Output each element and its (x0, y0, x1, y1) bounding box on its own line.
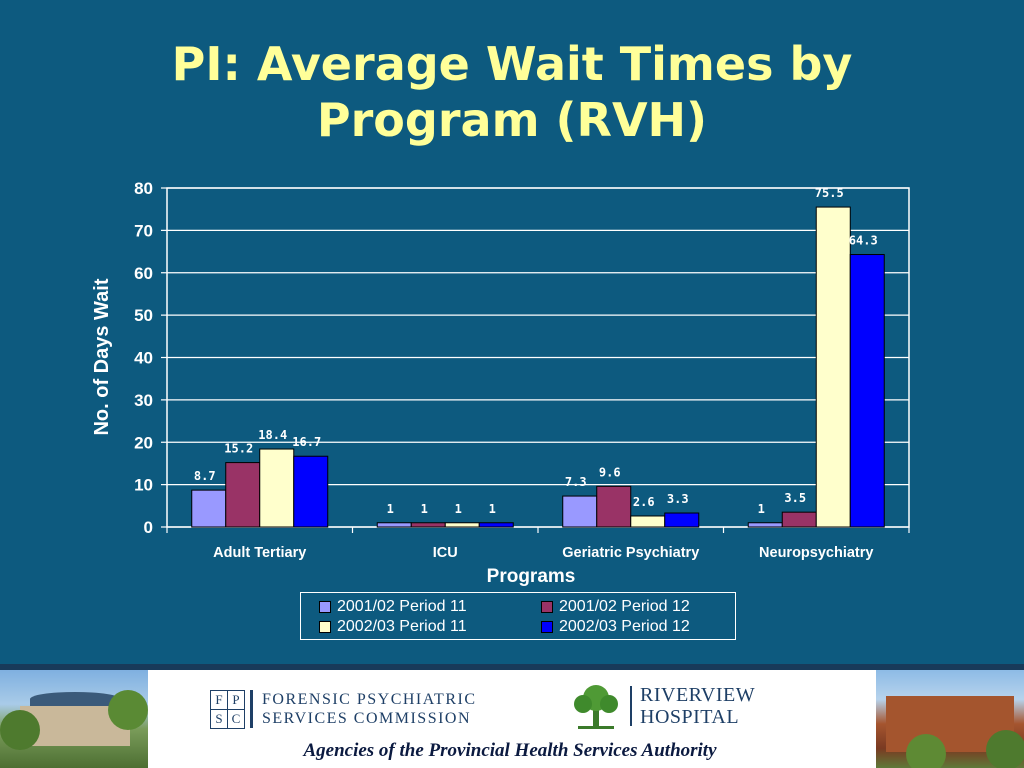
y-tick-label: 60 (134, 264, 153, 283)
chart-value-labels: 8.7 15.2 18.4 16.7 1 1 1 1 7.3 9.6 2.6 3.3 1 3.5 75.5 6… (194, 186, 878, 516)
legend-label: 2002/03 Period 11 (337, 618, 467, 635)
riverview-name-line-1: RIVERVIEW (640, 684, 756, 706)
slide-background: PI: Average Wait Times by Program (RVH) … (60, 36, 964, 640)
bar (664, 512, 700, 528)
bar (596, 485, 632, 528)
fpsc-name-line-1: FORENSIC PSYCHIATRIC (262, 691, 477, 708)
bar (410, 522, 446, 528)
riverview-divider (630, 686, 632, 726)
x-tick-label: Geriatric Psychiatry (562, 545, 699, 561)
data-label: 7.3 (565, 475, 587, 489)
fpsc-divider (250, 690, 253, 728)
data-label: 16.7 (292, 435, 321, 449)
bar (225, 462, 261, 528)
bar (478, 522, 514, 528)
x-tick-label: ICU (433, 545, 458, 561)
y-tick-label: 0 (144, 518, 153, 537)
bar (191, 489, 227, 528)
y-tick-label: 70 (134, 221, 153, 240)
hospital-building-photo (876, 670, 1024, 768)
bar (630, 515, 666, 528)
chart-ticks: 0 10 20 30 40 50 60 70 80 Adult Tertiary ICU Geriat… (134, 179, 910, 561)
data-label: 3.5 (784, 491, 806, 505)
y-tick-label: 10 (134, 476, 153, 495)
y-tick-label: 30 (134, 391, 153, 410)
legend-label: 2001/02 Period 11 (337, 598, 467, 615)
bar (815, 206, 851, 528)
y-tick-label: 40 (134, 349, 153, 368)
fpsc-name-line-2: SERVICES COMMISSION (262, 710, 472, 727)
riverview-name: RIVERVIEW HOSPITAL (640, 684, 755, 728)
bar (562, 495, 598, 528)
legend-swatch (319, 601, 331, 613)
legend-swatch (319, 621, 331, 633)
x-tick-label: Neuropsychiatry (759, 545, 873, 561)
data-label: 2.6 (633, 495, 655, 509)
legend-item-2002-03-period-11: 2002/03 Period 11 (319, 617, 467, 637)
chart-bars (191, 206, 885, 528)
data-label: 15.2 (224, 442, 253, 456)
bar-chart: 0 10 20 30 40 50 60 70 80 Adult Tertiary ICU Geriat… (91, 179, 910, 587)
riverview-tree-icon (574, 685, 618, 729)
riverview-name-line-2: HOSPITAL (640, 706, 740, 728)
data-label: 3.3 (667, 492, 689, 506)
data-label: 9.6 (599, 465, 621, 479)
footer-divider (0, 664, 1024, 670)
legend-label: 2001/02 Period 12 (559, 598, 690, 615)
bar (293, 455, 329, 528)
data-label: 75.5 (815, 186, 844, 200)
bar (781, 511, 817, 528)
fpsc-letter: F (210, 690, 228, 710)
data-label: 64.3 (849, 234, 878, 248)
bar (259, 448, 295, 528)
title-line-2: Program (RVH) (316, 93, 708, 147)
fpsc-letter: S (210, 709, 228, 729)
bar (747, 522, 783, 528)
bar (444, 522, 480, 528)
hospital-entrance-photo (0, 670, 148, 768)
slide-title: PI: Average Wait Times by Program (RVH) (60, 36, 964, 148)
chart-legend: 2001/02 Period 11 2001/02 Period 12 2002… (300, 592, 736, 640)
y-axis-label: No. of Days Wait (91, 278, 113, 435)
x-axis-label: Programs (487, 566, 576, 587)
title-line-1: PI: Average Wait Times by (171, 37, 853, 91)
footer-banner: F P S C FORENSIC PSYCHIATRIC SERVICES CO… (0, 664, 1024, 768)
agencies-tagline: Agencies of the Provincial Health Servic… (303, 740, 717, 761)
fpsc-name: FORENSIC PSYCHIATRIC SERVICES COMMISSION (262, 690, 476, 728)
y-tick-label: 20 (134, 433, 153, 452)
data-label: 1 (421, 502, 428, 516)
legend-label: 2002/03 Period 12 (559, 618, 690, 635)
x-tick-label: Adult Tertiary (213, 545, 306, 561)
y-tick-label: 50 (134, 306, 153, 325)
data-label: 1 (489, 502, 496, 516)
data-label: 8.7 (194, 469, 216, 483)
data-label: 18.4 (258, 428, 287, 442)
fpsc-letter: C (227, 709, 245, 729)
data-label: 1 (387, 502, 394, 516)
legend-item-2002-03-period-12: 2002/03 Period 12 (541, 617, 690, 637)
legend-swatch (541, 621, 553, 633)
bar (849, 254, 885, 528)
data-label: 1 (455, 502, 462, 516)
fpsc-logo-icon: F P S C (210, 690, 245, 729)
legend-item-2001-02-period-11: 2001/02 Period 11 (319, 597, 467, 617)
legend-swatch (541, 601, 553, 613)
bar (376, 522, 412, 528)
fpsc-letter: P (227, 690, 245, 710)
y-tick-label: 80 (134, 179, 153, 198)
legend-item-2001-02-period-12: 2001/02 Period 12 (541, 597, 690, 617)
data-label: 1 (758, 502, 765, 516)
